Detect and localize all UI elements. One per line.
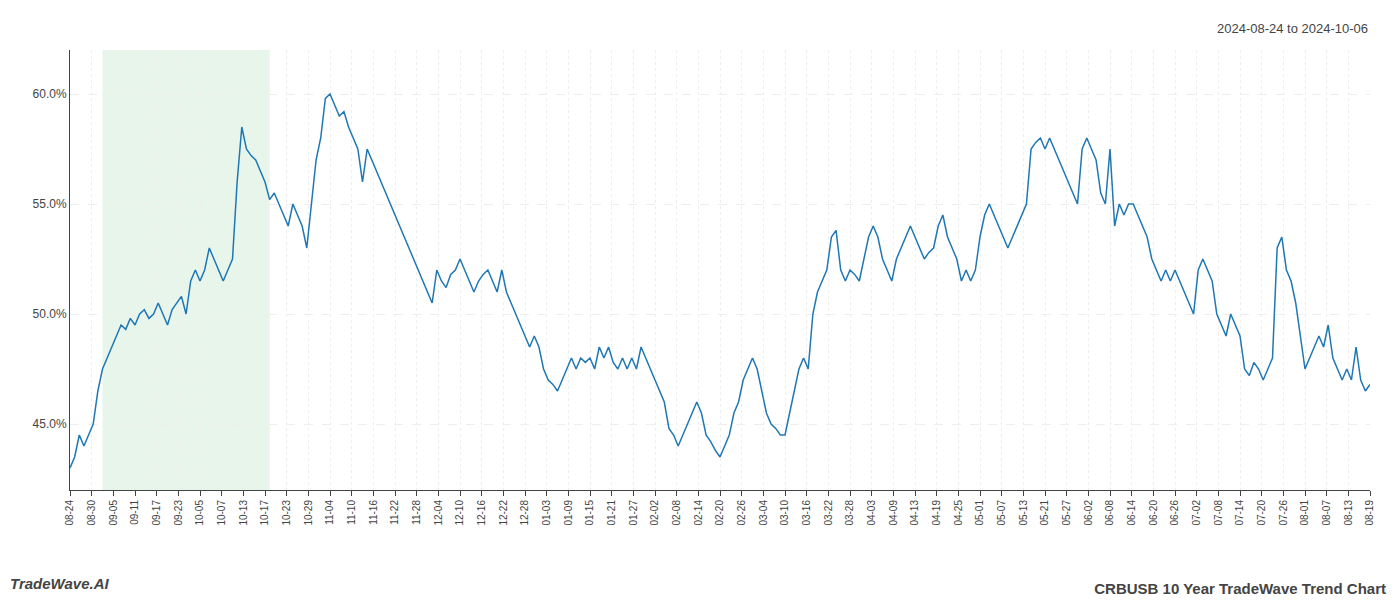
svg-text:01-27: 01-27 [628,500,639,526]
svg-text:12-16: 12-16 [476,500,487,526]
svg-text:02-26: 02-26 [736,500,747,526]
svg-text:04-25: 04-25 [953,500,964,526]
svg-text:01-03: 01-03 [541,500,552,526]
svg-text:04-19: 04-19 [931,500,942,526]
svg-text:45.0%: 45.0% [33,417,67,431]
svg-text:05-13: 05-13 [1018,500,1029,526]
svg-text:04-03: 04-03 [866,500,877,526]
svg-text:07-14: 07-14 [1234,500,1245,526]
svg-text:03-28: 03-28 [844,500,855,526]
svg-text:11-16: 11-16 [368,500,379,525]
svg-text:05-07: 05-07 [996,500,1007,526]
svg-text:08-24: 08-24 [64,500,75,526]
svg-text:08-01: 08-01 [1299,500,1310,526]
svg-text:07-20: 07-20 [1256,500,1267,526]
svg-text:55.0%: 55.0% [33,197,67,211]
svg-text:TradeWave.AI: TradeWave.AI [10,575,109,592]
svg-text:10-13: 10-13 [238,500,249,526]
svg-text:09-17: 09-17 [151,500,162,526]
svg-text:03-10: 03-10 [779,500,790,526]
svg-text:10-17: 10-17 [259,500,270,526]
svg-text:03-04: 03-04 [758,500,769,526]
svg-text:09-05: 09-05 [108,500,119,526]
svg-text:2024-08-24 to 2024-10-06: 2024-08-24 to 2024-10-06 [1217,21,1368,36]
svg-text:12-28: 12-28 [519,500,530,526]
svg-text:05-21: 05-21 [1039,500,1050,526]
svg-text:09-23: 09-23 [173,500,184,526]
svg-text:08-07: 08-07 [1321,500,1332,526]
svg-text:60.0%: 60.0% [33,87,67,101]
svg-text:02-02: 02-02 [649,500,660,526]
svg-text:10-23: 10-23 [281,500,292,526]
svg-text:10-05: 10-05 [194,500,205,526]
svg-text:CRBUSB 10 Year TradeWave Trend: CRBUSB 10 Year TradeWave Trend Chart [1094,580,1386,597]
svg-text:04-13: 04-13 [909,500,920,526]
svg-text:12-10: 12-10 [454,500,465,526]
svg-text:06-02: 06-02 [1083,500,1094,526]
svg-text:06-20: 06-20 [1148,500,1159,526]
svg-text:01-09: 01-09 [563,500,574,526]
svg-text:08-13: 08-13 [1343,500,1354,526]
svg-text:10-07: 10-07 [216,500,227,526]
svg-text:11-28: 11-28 [411,500,422,525]
svg-text:12-04: 12-04 [433,500,444,526]
svg-text:07-02: 07-02 [1191,500,1202,526]
svg-text:02-14: 02-14 [693,500,704,526]
svg-text:05-27: 05-27 [1061,500,1072,526]
svg-text:10-29: 10-29 [303,500,314,526]
svg-text:03-16: 03-16 [801,500,812,526]
svg-text:01-15: 01-15 [584,500,595,526]
svg-text:08-19: 08-19 [1364,500,1375,526]
svg-text:01-21: 01-21 [606,500,617,526]
svg-text:06-14: 06-14 [1126,500,1137,526]
svg-text:11-10: 11-10 [346,500,357,525]
svg-text:50.0%: 50.0% [33,307,67,321]
svg-text:07-26: 07-26 [1278,500,1289,526]
svg-text:05-01: 05-01 [974,500,985,526]
svg-text:02-08: 02-08 [671,500,682,526]
svg-text:07-08: 07-08 [1213,500,1224,526]
svg-text:08-30: 08-30 [86,500,97,526]
svg-text:09-11: 09-11 [129,500,140,525]
svg-text:02-20: 02-20 [714,500,725,526]
svg-text:12-22: 12-22 [498,500,509,526]
svg-text:06-26: 06-26 [1169,500,1180,526]
svg-text:11-04: 11-04 [324,500,335,525]
svg-text:03-22: 03-22 [823,500,834,526]
svg-text:06-08: 06-08 [1104,500,1115,526]
svg-text:11-22: 11-22 [389,500,400,525]
svg-text:04-09: 04-09 [888,500,899,526]
